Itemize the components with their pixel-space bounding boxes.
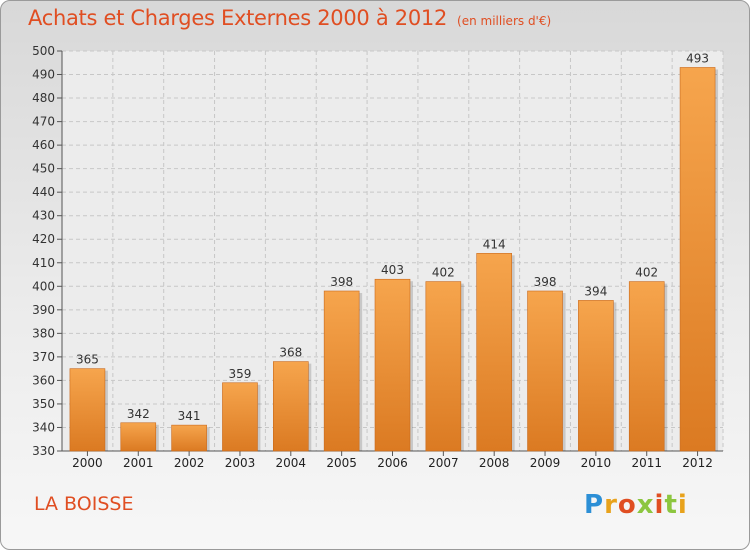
proxiti-logo[interactable]: Proxiti [584, 490, 688, 520]
y-tick-label: 480 [32, 91, 55, 105]
x-tick-label: 2004 [276, 456, 307, 470]
y-tick-label: 350 [32, 397, 55, 411]
x-tick-label: 2008 [479, 456, 510, 470]
chart-title: Achats et Charges Externes 2000 à 2012 (e… [28, 6, 551, 30]
y-tick-label: 400 [32, 279, 55, 293]
data-label: 493 [686, 51, 709, 65]
bar [679, 67, 716, 452]
data-label: 368 [279, 346, 302, 360]
bar [628, 281, 665, 452]
bar [578, 300, 614, 452]
logo-letter: r [604, 490, 618, 520]
data-label: 403 [381, 263, 404, 277]
data-label: 398 [534, 275, 557, 289]
logo-letter: P [584, 490, 605, 520]
data-label: 365 [76, 353, 99, 367]
logo-letter: t [664, 490, 678, 520]
bar [171, 424, 207, 452]
bar [527, 290, 563, 452]
x-tick-label: 2009 [530, 456, 561, 470]
bar [222, 382, 258, 452]
data-label: 402 [635, 266, 658, 280]
logo-letter: i [677, 490, 688, 520]
logo-letter: o [617, 490, 637, 520]
bar [476, 253, 512, 452]
data-label: 394 [584, 284, 607, 298]
y-tick-label: 370 [32, 350, 55, 364]
y-tick-label: 500 [32, 44, 55, 58]
y-tick-label: 430 [32, 209, 55, 223]
x-tick-label: 2007 [428, 456, 459, 470]
x-tick-label: 2005 [326, 456, 357, 470]
y-tick-label: 390 [32, 303, 55, 317]
chart-unit: (en milliers d'€) [457, 14, 552, 28]
commune-name: LA BOISSE [34, 493, 134, 515]
bar [425, 281, 462, 452]
y-tick-label: 440 [32, 185, 55, 199]
y-tick-label: 470 [32, 115, 55, 129]
y-tick-label: 380 [32, 326, 55, 340]
x-tick-label: 2011 [631, 456, 662, 470]
y-tick-label: 330 [32, 444, 55, 458]
x-tick-label: 2000 [72, 456, 103, 470]
bar [323, 290, 360, 452]
data-label: 342 [127, 407, 150, 421]
x-tick-label: 2002 [174, 456, 205, 470]
y-tick-label: 340 [32, 420, 55, 434]
logo-letter: x [636, 490, 655, 520]
x-tick-label: 2012 [682, 456, 713, 470]
y-tick-label: 420 [32, 232, 55, 246]
y-tick-label: 460 [32, 138, 55, 152]
data-label: 414 [483, 237, 506, 251]
x-tick-label: 2001 [123, 456, 154, 470]
y-tick-label: 490 [32, 68, 55, 82]
bar [374, 278, 411, 452]
data-label: 398 [330, 275, 353, 289]
x-tick-label: 2003 [225, 456, 256, 470]
logo-letter: i [654, 490, 665, 520]
bar [273, 361, 309, 452]
bar [120, 422, 157, 452]
value-labels: 365 342 341 359 368 398 403 402 414 398 394 402 493 [76, 51, 709, 423]
x-tick-label: 2006 [377, 456, 408, 470]
bars [69, 67, 719, 452]
data-label: 341 [178, 409, 201, 423]
bar [69, 368, 106, 452]
y-tick-label: 410 [32, 256, 55, 270]
y-tick-label: 360 [32, 373, 55, 387]
data-label: 359 [229, 367, 252, 381]
y-tick-label: 450 [32, 162, 55, 176]
x-tick-label: 2010 [581, 456, 612, 470]
chart-title-text: Achats et Charges Externes 2000 à 2012 [28, 6, 448, 30]
data-label: 402 [432, 266, 455, 280]
